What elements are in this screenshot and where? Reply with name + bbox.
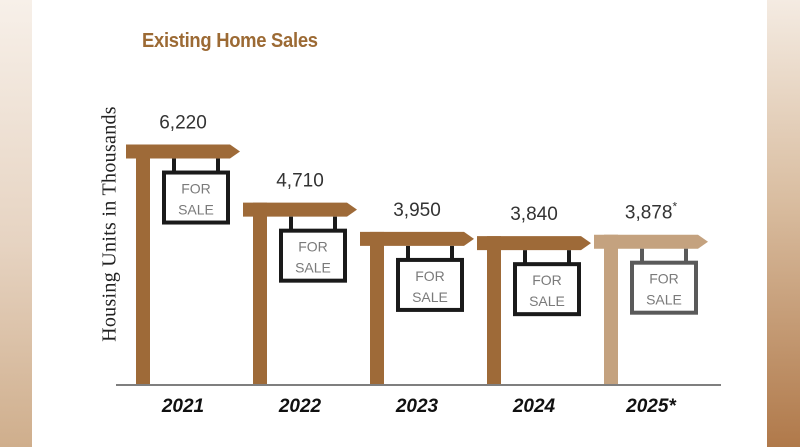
sign-arm xyxy=(477,236,591,251)
data-label: 3,950 xyxy=(393,200,441,221)
chart-title: Existing Home Sales xyxy=(142,30,318,52)
sign-text-line-1: FOR xyxy=(298,239,328,255)
sign-text-line-1: FOR xyxy=(532,272,562,288)
sign-text-line-2: SALE xyxy=(295,260,331,276)
for-sale-sign xyxy=(513,262,581,317)
data-label: 4,710 xyxy=(276,171,324,192)
sign-text-line-2: SALE xyxy=(529,293,565,309)
x-tick-label: 2024 xyxy=(512,396,556,417)
sign-text-line-2: SALE xyxy=(412,289,448,305)
sign-arm xyxy=(594,234,708,249)
data-label: 3,840 xyxy=(510,204,558,225)
bar-2025*: FOR SALE 3,878* 2025* xyxy=(594,200,708,417)
for-sale-sign xyxy=(279,228,347,283)
sign-post xyxy=(136,144,150,384)
sign-arm xyxy=(126,144,240,159)
for-sale-sign xyxy=(162,170,230,225)
right-background-strip xyxy=(767,0,800,447)
sign-post xyxy=(370,231,384,384)
sign-post xyxy=(604,234,618,384)
bars-group: FOR SALE 6,220 2021 FOR SALE 4,710 2022 FOR SALE 3… xyxy=(126,113,708,417)
chart-card xyxy=(32,0,767,447)
left-background-strip xyxy=(0,0,32,447)
sign-text-line-2: SALE xyxy=(646,292,682,308)
sign-post xyxy=(253,202,267,384)
sign-arm xyxy=(243,202,357,217)
bar-2022: FOR SALE 4,710 2022 xyxy=(243,171,357,417)
data-label: 3,878* xyxy=(625,200,678,224)
for-sale-sign xyxy=(396,257,464,312)
x-tick-label: 2021 xyxy=(161,396,204,417)
sign-post xyxy=(487,236,501,384)
sign-text-line-1: FOR xyxy=(181,181,211,197)
sign-arm xyxy=(360,231,474,246)
sign-text-line-1: FOR xyxy=(649,271,679,287)
x-tick-label: 2022 xyxy=(278,396,322,417)
sign-text-line-1: FOR xyxy=(415,268,445,284)
bar-2024: FOR SALE 3,840 2024 xyxy=(477,204,591,417)
for-sale-sign xyxy=(630,260,698,315)
sign-text-line-2: SALE xyxy=(178,202,214,218)
x-tick-label: 2023 xyxy=(395,396,439,417)
x-tick-label: 2025* xyxy=(625,396,677,417)
bar-2023: FOR SALE 3,950 2023 xyxy=(360,200,474,417)
bar-2021: FOR SALE 6,220 2021 xyxy=(126,113,240,417)
data-label: 6,220 xyxy=(159,113,207,134)
